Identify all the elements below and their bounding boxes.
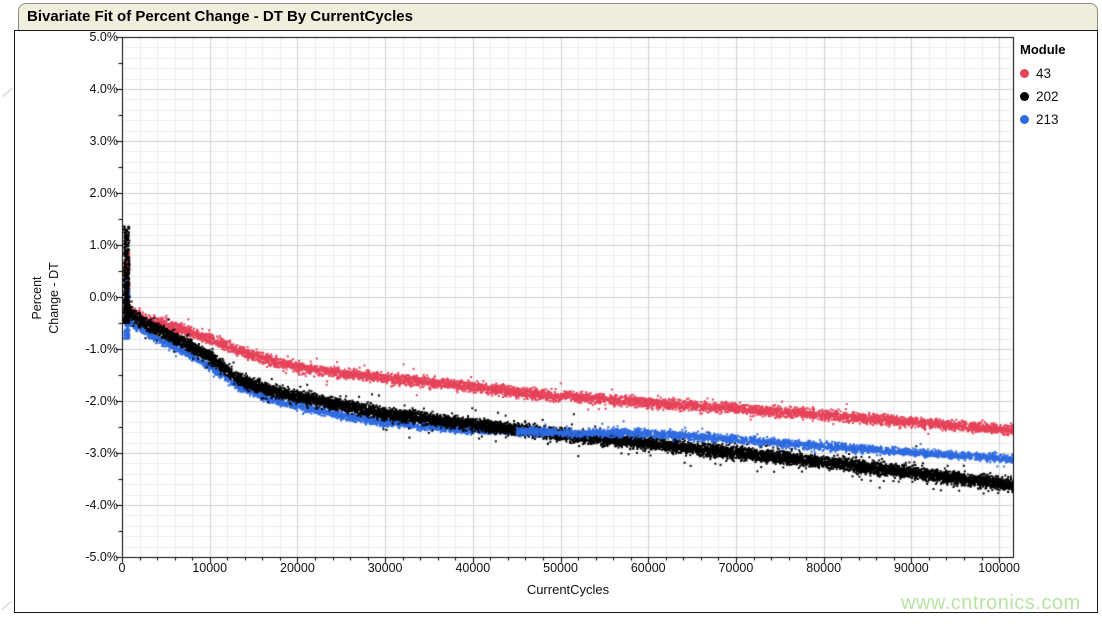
x-axis-title: CurrentCycles: [526, 582, 610, 597]
x-tick-label: 60000: [630, 561, 666, 575]
legend-label: 202: [1036, 89, 1059, 104]
x-tick-label: 100000: [978, 561, 1020, 575]
grip-mark-top: [2, 87, 13, 98]
page-title: Bivariate Fit of Percent Change - DT By …: [27, 8, 413, 25]
y-tick-label: -1.0%: [85, 342, 118, 356]
y-tick-label: 0.0%: [89, 290, 119, 304]
x-tick-label: 20000: [280, 561, 315, 575]
x-tick-label: 10000: [192, 561, 228, 575]
y-tick-label: 2.0%: [89, 186, 119, 200]
report-title-bar[interactable]: Bivariate Fit of Percent Change - DT By …: [18, 3, 1098, 30]
plot-panel: Percent Change - DT CurrentCycles 5.0% 4.…: [14, 30, 1098, 613]
legend-label: 43: [1036, 66, 1052, 81]
y-tick-label: -5.0%: [85, 550, 118, 564]
y-axis-title-line1: Percent: [30, 276, 44, 320]
x-tick-label: 70000: [718, 561, 754, 575]
y-tick-label: 4.0%: [89, 82, 119, 96]
grip-mark-bottom: [1, 600, 12, 611]
legend: Module 43 202 213: [1020, 42, 1098, 131]
legend-item-module-213[interactable]: 213: [1020, 108, 1098, 131]
legend-marker-black-dot: [1020, 92, 1029, 101]
x-tick-label: 50000: [543, 561, 578, 575]
y-tick-label: 3.0%: [89, 134, 119, 148]
legend-item-module-43[interactable]: 43: [1020, 62, 1098, 85]
x-tick-label: 0: [118, 561, 126, 575]
x-tick-label: 80000: [806, 561, 842, 575]
y-tick-label: 1.0%: [89, 238, 119, 252]
y-tick-label: -2.0%: [85, 394, 118, 408]
watermark: www.cntronics.com: [901, 592, 1081, 614]
y-tick-label: 5.0%: [89, 30, 119, 44]
y-tick-label: -4.0%: [85, 498, 118, 512]
legend-marker-red-dot: [1020, 69, 1029, 78]
legend-item-module-202[interactable]: 202: [1020, 85, 1098, 108]
y-tick-label: -3.0%: [85, 446, 118, 460]
legend-title: Module: [1020, 42, 1066, 57]
x-tick-label: 90000: [893, 561, 929, 575]
legend-label: 213: [1036, 112, 1059, 127]
x-tick-label: 40000: [455, 561, 491, 575]
x-tick-label: 30000: [367, 561, 403, 575]
legend-marker-blue-dot: [1020, 115, 1029, 124]
scatter-plot-canvas[interactable]: [15, 31, 1097, 612]
